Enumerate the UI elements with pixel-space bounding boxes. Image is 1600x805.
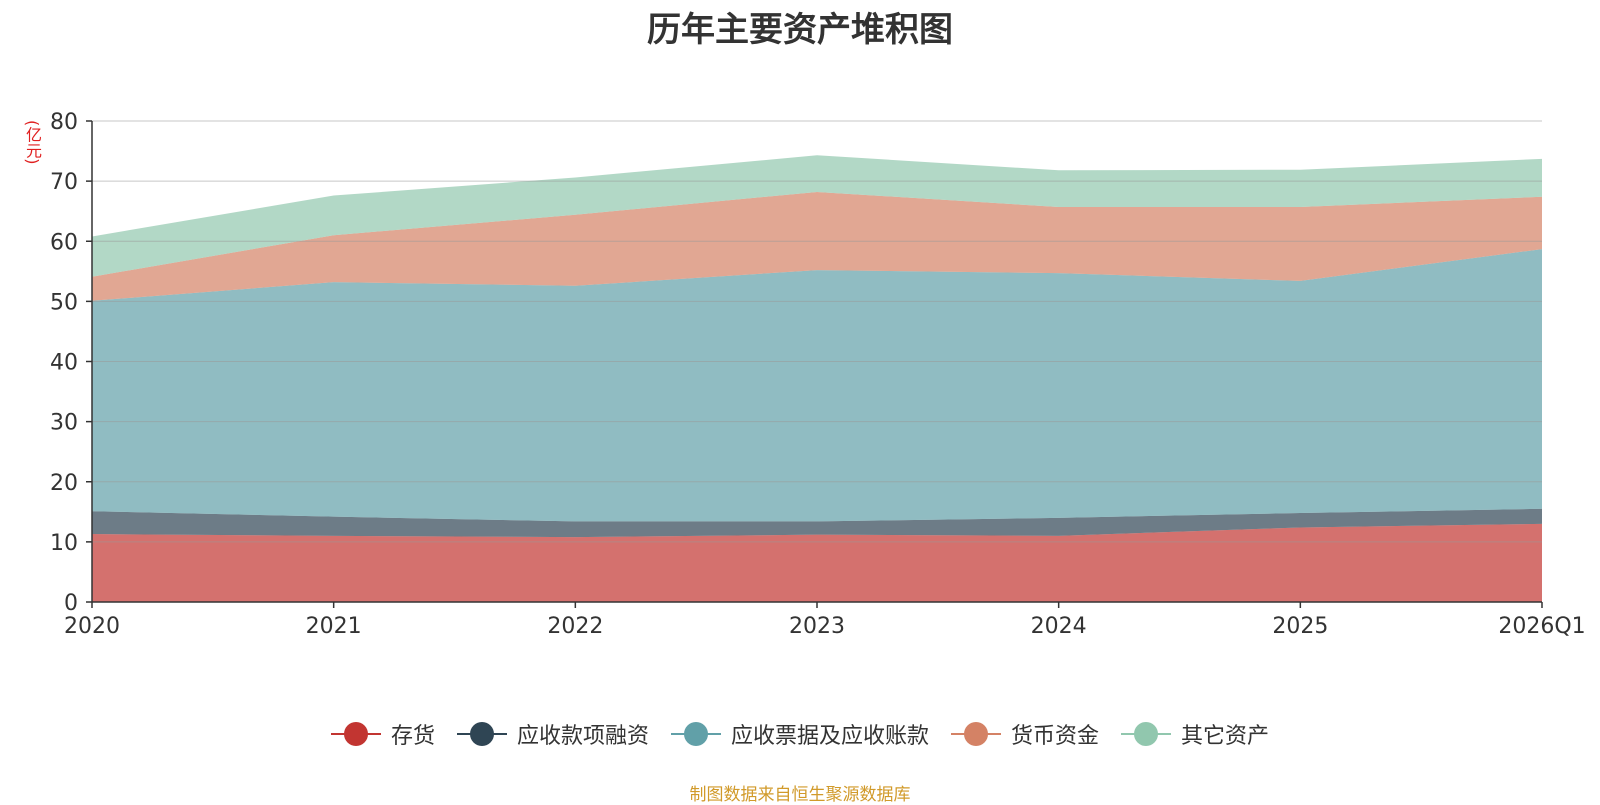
legend-item-1[interactable]: 应收款项融资 [456,718,649,750]
y-tick-label-4: 40 [50,351,78,376]
series-area-2 [92,249,1542,522]
legend-label: 应收款项融资 [516,724,649,749]
legend-marker-icon [456,722,507,746]
y-tick-label-5: 50 [50,290,78,315]
legend-marker-icon [670,722,721,746]
y-tick-label-7: 70 [50,170,78,195]
x-tick-label-0: 2020 [64,614,120,639]
legend-label: 货币资金 [1011,724,1100,749]
legend-marker-icon [330,722,381,746]
y-tick-label-1: 10 [50,531,78,556]
legend-item-4[interactable]: 其它资产 [1121,718,1269,750]
x-tick-label-2: 2022 [547,614,603,639]
y-axis-unit-label: (亿元) [23,120,42,165]
legend-label: 其它资产 [1181,724,1270,749]
x-tick-label-6: 2026Q1 [1498,614,1585,639]
chart-title: 历年主要资产堆积图 [647,10,953,50]
series-area-0 [92,523,1542,602]
legend-marker-icon [1121,722,1172,746]
y-tick-label-2: 20 [50,471,78,496]
y-tick-label-8: 80 [50,110,78,135]
y-tick-label-3: 30 [50,411,78,436]
data-source-note: 制图数据来自恒生聚源数据库 [689,785,911,805]
x-tick-label-1: 2021 [306,614,362,639]
x-tick-label-3: 2023 [789,614,845,639]
y-tick-label-6: 60 [50,230,78,255]
x-tick-label-4: 2024 [1031,614,1087,639]
legend-item-0[interactable]: 存货 [330,718,435,750]
legend-label: 存货 [390,724,435,749]
series-area-3 [92,191,1542,301]
series-area-4 [92,155,1542,277]
series-area-1 [92,508,1542,538]
legend-item-3[interactable]: 货币资金 [951,718,1099,750]
x-tick-label-5: 2025 [1272,614,1328,639]
legend-marker-icon [951,722,1001,746]
y-tick-label-0: 0 [64,591,78,616]
chart-legend: 存货 应收款项融资 应收票据及应收账款 货币资金 其它资产 [0,718,1600,750]
legend-item-2[interactable]: 应收票据及应收账款 [670,718,929,750]
legend-label: 应收票据及应收账款 [730,724,929,749]
